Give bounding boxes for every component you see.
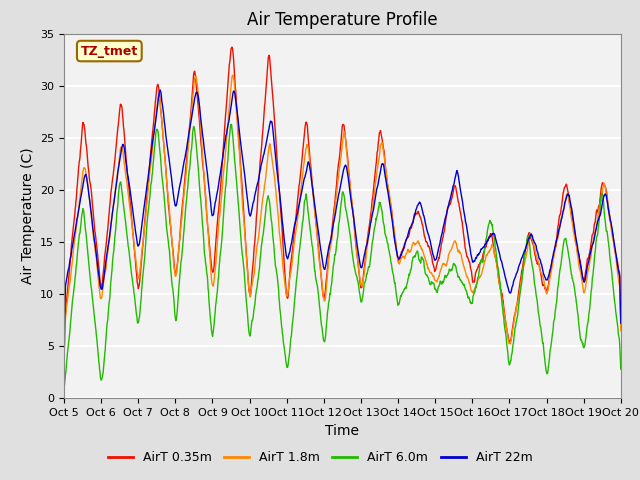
Title: Air Temperature Profile: Air Temperature Profile	[247, 11, 438, 29]
Line: AirT 0.35m: AirT 0.35m	[64, 47, 621, 358]
AirT 6.0m	[126, 255, 134, 261]
AirT 0.35m	[318, 284, 326, 290]
AirT 22m	[318, 256, 326, 262]
AirT 0.35m	[297, 169, 305, 175]
AirT 6.0m	[318, 326, 326, 332]
Line: AirT 6.0m: AirT 6.0m	[64, 124, 621, 390]
AirT 22m	[308, 182, 316, 188]
AirT 0.35m	[617, 320, 625, 325]
AirT 22m	[297, 194, 305, 200]
AirT 22m	[378, 164, 385, 170]
AirT 22m	[617, 320, 625, 326]
AirT 0.35m	[308, 180, 316, 185]
AirT 22m	[103, 250, 111, 256]
X-axis label: Time: Time	[325, 424, 360, 438]
AirT 1.8m	[228, 72, 236, 78]
AirT 22m	[126, 185, 134, 191]
AirT 22m	[156, 87, 164, 93]
AirT 1.8m	[308, 182, 316, 188]
AirT 1.8m	[378, 141, 385, 146]
AirT 6.0m	[297, 238, 305, 243]
AirT 1.8m	[103, 254, 111, 260]
AirT 6.0m	[378, 204, 385, 210]
AirT 0.35m	[378, 132, 385, 138]
Line: AirT 1.8m: AirT 1.8m	[64, 75, 621, 361]
AirT 0.35m	[126, 194, 134, 200]
Legend: AirT 0.35m, AirT 1.8m, AirT 6.0m, AirT 22m: AirT 0.35m, AirT 1.8m, AirT 6.0m, AirT 2…	[102, 446, 538, 469]
AirT 1.8m	[617, 328, 625, 334]
AirT 6.0m	[308, 243, 316, 249]
AirT 6.0m	[60, 387, 68, 393]
AirT 1.8m	[60, 358, 68, 364]
AirT 1.8m	[318, 281, 326, 287]
Line: AirT 22m: AirT 22m	[64, 90, 621, 345]
AirT 0.35m	[103, 231, 111, 237]
AirT 6.0m	[103, 321, 111, 327]
Y-axis label: Air Temperature (C): Air Temperature (C)	[20, 148, 35, 284]
Text: TZ_tmet: TZ_tmet	[81, 45, 138, 58]
AirT 6.0m	[228, 121, 236, 127]
AirT 0.35m	[60, 355, 68, 360]
AirT 1.8m	[297, 190, 305, 196]
AirT 22m	[60, 342, 68, 348]
AirT 1.8m	[126, 204, 134, 210]
AirT 6.0m	[617, 366, 625, 372]
AirT 0.35m	[228, 44, 236, 50]
